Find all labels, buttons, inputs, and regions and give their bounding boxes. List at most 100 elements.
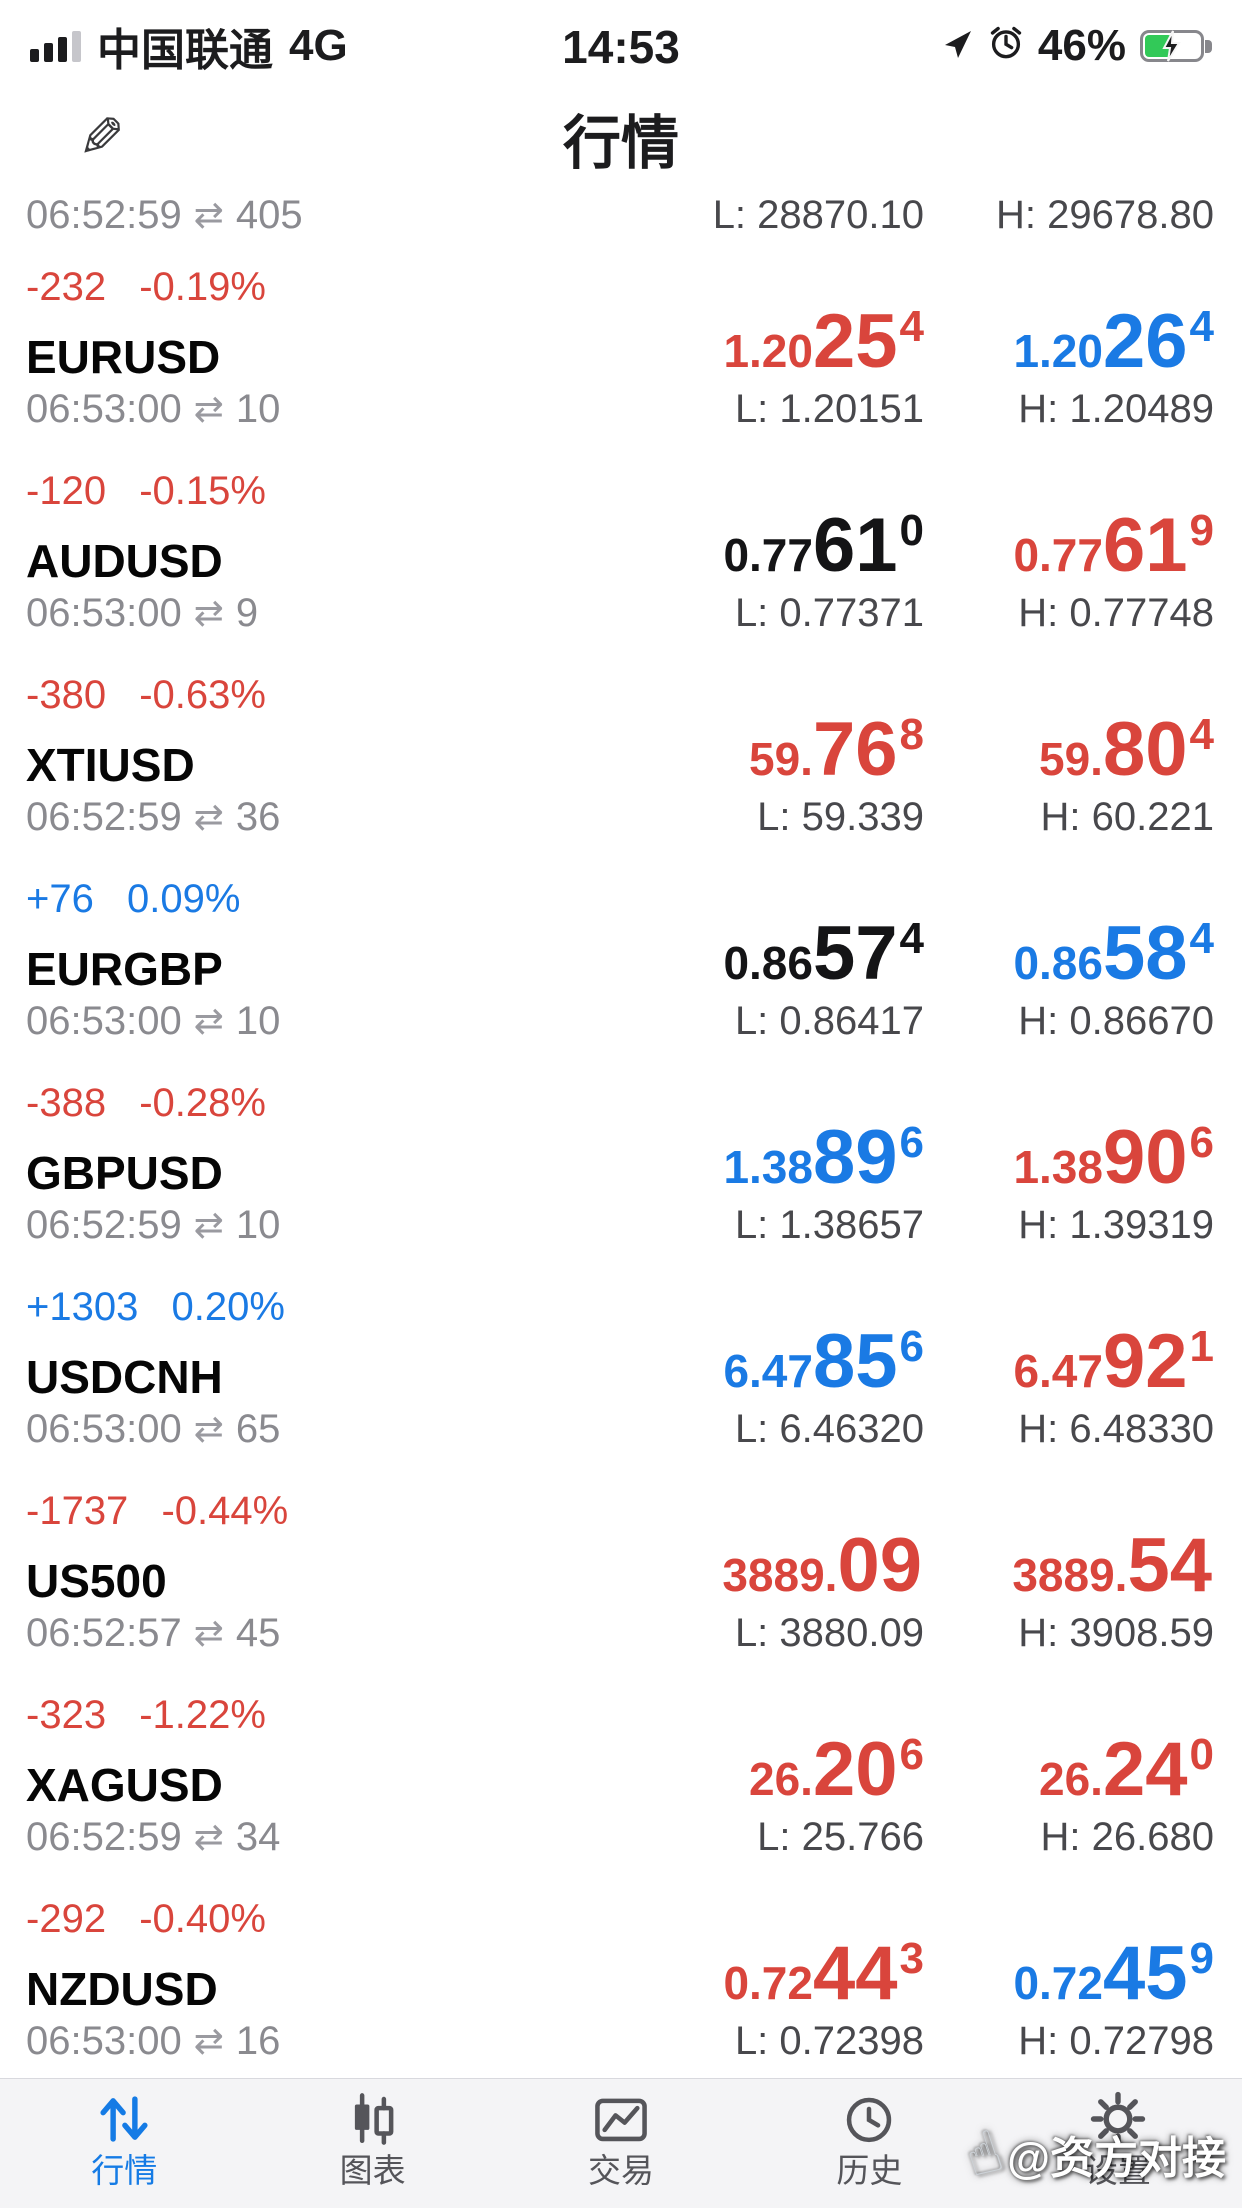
ask-price-main: 26 <box>1102 299 1188 384</box>
network-type-label: 4G <box>289 21 348 70</box>
spread-icon: ⇄ <box>193 1408 224 1450</box>
change-value: -232 <box>26 265 107 309</box>
low-label: L: 1.38657 <box>734 1203 924 1247</box>
low-label: L: 6.46320 <box>734 1407 924 1451</box>
quote-time: 06:53:00 <box>26 1407 182 1451</box>
ask-price: 0.72459 <box>1013 1936 1214 2012</box>
change-line: -292 -0.40% <box>26 1898 594 1940</box>
tab-settings[interactable]: 设置 <box>994 2087 1242 2208</box>
bid-price: 3889.09 <box>722 1528 924 1604</box>
bid-price-main: 44 <box>812 1931 898 2016</box>
bid-price-prefix: 26. <box>749 1753 813 1805</box>
change-line: +1303 0.20% <box>26 1286 594 1328</box>
ask-price-prefix: 59. <box>1039 733 1103 785</box>
tab-quotes[interactable]: 行情 <box>0 2087 248 2208</box>
battery-charging-icon <box>1140 30 1212 62</box>
change-percent: -0.44% <box>161 1489 289 1533</box>
change-value: -388 <box>26 1081 107 1125</box>
high-label: H: 6.48330 <box>1018 1407 1214 1451</box>
edit-icon[interactable]: ✎ <box>78 106 125 169</box>
quote-row[interactable]: -388 -0.28% GBPUSD 1.38896 1.38906 06:52… <box>0 1060 1242 1264</box>
status-time: 14:53 <box>562 21 680 73</box>
bid-price: 1.38896 <box>723 1120 924 1196</box>
low-label: L: 1.20151 <box>734 387 924 431</box>
quote-volume: 10 <box>235 1203 281 1247</box>
high-label: H: 29678.80 <box>996 194 1214 237</box>
ask-price-main: 58 <box>1102 911 1188 996</box>
bid-price: 59.768 <box>749 712 924 788</box>
quote-volume: 34 <box>235 1815 281 1859</box>
quote-volume: 16 <box>235 2019 281 2063</box>
high-label: H: 1.39319 <box>1018 1203 1214 1247</box>
ask-price-prefix: 26. <box>1039 1753 1103 1805</box>
quote-time: 06:52:59 <box>26 194 182 237</box>
bid-price-pip: 4 <box>899 302 924 351</box>
quote-time-line: 06:53:00 ⇄ 10 <box>26 388 594 430</box>
ask-price-pip: 9 <box>1189 1934 1214 1983</box>
change-percent: 0.09% <box>126 877 241 921</box>
symbol-label: NZDUSD <box>26 1963 218 2015</box>
quote-row-partial[interactable]: 06:52:59 ⇄ 405 L: 28870.10 H: 29678.80 <box>0 194 1242 244</box>
quote-time: 06:52:59 <box>26 795 182 839</box>
spread-icon: ⇄ <box>193 2020 224 2062</box>
low-label: L: 59.339 <box>757 795 924 839</box>
bid-price-main: 25 <box>812 299 898 384</box>
ask-price-prefix: 0.72 <box>1013 1957 1103 2009</box>
bid-price-main: 76 <box>812 707 898 792</box>
quote-row[interactable]: -232 -0.19% EURUSD 1.20254 1.20264 06:53… <box>0 244 1242 448</box>
quote-row[interactable]: -120 -0.15% AUDUSD 0.77610 0.77619 06:53… <box>0 448 1242 652</box>
ask-price-main: 92 <box>1102 1319 1188 1404</box>
ask-price-main: 54 <box>1127 1523 1212 1608</box>
high-label: H: 3908.59 <box>1018 1611 1214 1655</box>
bid-price-prefix: 0.72 <box>723 1957 813 2009</box>
quote-row[interactable]: -323 -1.22% XAGUSD 26.206 26.240 06:52:5… <box>0 1672 1242 1876</box>
tab-charts[interactable]: 图表 <box>248 2087 496 2208</box>
quote-row[interactable]: -380 -0.63% XTIUSD 59.768 59.804 06:52:5… <box>0 652 1242 856</box>
bid-price: 0.86574 <box>723 916 924 992</box>
quote-time-line: 06:53:00 ⇄ 9 <box>26 592 594 634</box>
symbol-label: EURUSD <box>26 331 221 383</box>
quote-volume: 36 <box>235 795 281 839</box>
change-value: +76 <box>26 877 94 921</box>
location-arrow-icon <box>942 21 974 71</box>
quote-row[interactable]: -1737 -0.44% US500 3889.09 3889.54 06:52… <box>0 1468 1242 1672</box>
carrier-label: 中国联通 <box>97 26 273 75</box>
quote-row[interactable]: +1303 0.20% USDCNH 6.47856 6.47921 06:53… <box>0 1264 1242 1468</box>
quote-row[interactable]: +76 0.09% EURGBP 0.86574 0.86584 06:53:0… <box>0 856 1242 1060</box>
bid-price-pip: 8 <box>899 710 924 759</box>
ask-price-pip: 9 <box>1189 506 1214 555</box>
bid-price-prefix: 3889. <box>722 1549 838 1601</box>
nav-bar: ✎ 行情 <box>0 82 1242 194</box>
ask-price-prefix: 1.20 <box>1013 325 1103 377</box>
bid-price-prefix: 1.20 <box>723 325 813 377</box>
quote-time: 06:53:00 <box>26 387 182 431</box>
ask-price-main: 80 <box>1102 707 1188 792</box>
spread-icon: ⇄ <box>193 592 224 634</box>
spread-icon: ⇄ <box>193 1000 224 1042</box>
ask-price-pip: 6 <box>1189 1118 1214 1167</box>
quote-volume: 10 <box>235 999 281 1043</box>
bid-price: 1.20254 <box>723 304 924 380</box>
high-label: H: 0.72798 <box>1018 2019 1214 2063</box>
ask-price-prefix: 3889. <box>1012 1549 1128 1601</box>
change-percent: -0.40% <box>139 1897 266 1941</box>
bid-price: 0.77610 <box>723 508 924 584</box>
bid-price-prefix: 0.86 <box>723 937 813 989</box>
tab-history[interactable]: 历史 <box>745 2087 993 2208</box>
high-label: H: 0.77748 <box>1018 591 1214 635</box>
battery-percent-label: 46% <box>1037 21 1126 70</box>
ask-price: 26.240 <box>1039 1732 1214 1808</box>
spread-icon: ⇄ <box>193 1816 224 1858</box>
quote-row[interactable]: -292 -0.40% NZDUSD 0.72443 0.72459 06:53… <box>0 1876 1242 2078</box>
change-value: -323 <box>26 1693 107 1737</box>
bid-price-main: 09 <box>837 1523 922 1608</box>
high-label: H: 1.20489 <box>1018 387 1214 431</box>
low-label: L: 28870.10 <box>712 194 924 237</box>
ask-price: 1.20264 <box>1013 304 1214 380</box>
bid-price-prefix: 1.38 <box>723 1141 813 1193</box>
bid-price-main: 61 <box>812 503 898 588</box>
ask-price: 0.86584 <box>1013 916 1214 992</box>
tab-trade[interactable]: 交易 <box>497 2087 745 2208</box>
symbol-label: US500 <box>26 1555 167 1607</box>
